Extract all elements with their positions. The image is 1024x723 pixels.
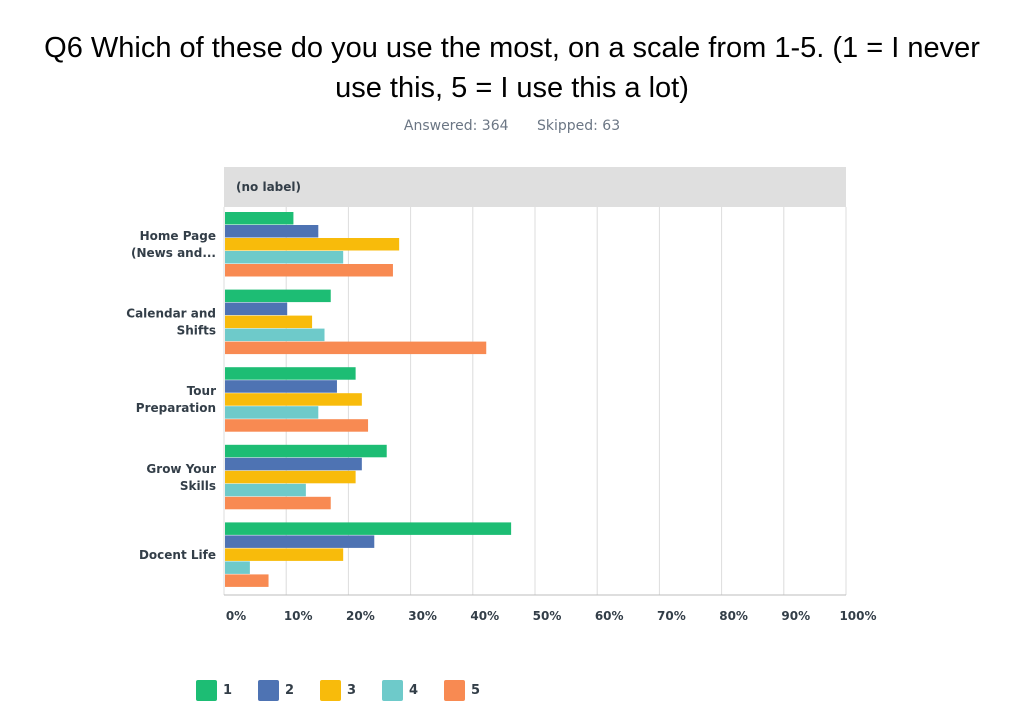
bar-series-3 <box>225 470 356 484</box>
category-label: Skills <box>180 479 216 493</box>
bar-series-1 <box>225 522 512 535</box>
skipped-count: Skipped: 63 <box>536 118 621 134</box>
legend-swatch <box>196 680 217 701</box>
bar-chart: (no label) 0% 10% 20% 30% 40% 50% 60% 70% 80% 90% 1… <box>126 167 877 623</box>
x-tick-label: 100% <box>839 609 876 623</box>
x-tick-label: 40% <box>470 609 499 623</box>
x-tick-label: 70% <box>657 609 686 623</box>
legend-item-5: 5 <box>444 680 506 701</box>
category-label: Docent Life <box>139 548 216 562</box>
question-title-line-2: use this, 5 = I use this a lot) <box>335 72 689 104</box>
category-label: (News and... <box>131 246 216 260</box>
bar-series-3 <box>225 548 344 561</box>
bar-series-5 <box>225 264 393 277</box>
legend-swatch <box>382 680 403 701</box>
legend-item-4: 4 <box>382 680 444 701</box>
x-tick-label: 80% <box>719 609 748 623</box>
bar-series-2 <box>225 457 362 471</box>
bar-series-4 <box>225 561 250 574</box>
x-tick-label: 20% <box>346 609 375 623</box>
legend-label: 1 <box>223 683 233 698</box>
x-tick-label: 10% <box>284 609 313 623</box>
x-tick-label: 30% <box>408 609 437 623</box>
legend-item-1: 1 <box>196 680 258 701</box>
bar-series-4 <box>225 406 319 419</box>
category-label: Tour <box>187 384 216 398</box>
chart-header-label: (no label) <box>236 180 301 194</box>
chart-legend: 1 2 3 4 5 <box>196 680 506 701</box>
answered-count: Answered: 364 <box>403 118 509 134</box>
legend-item-2: 2 <box>258 680 320 701</box>
category-label: Home Page <box>140 229 216 243</box>
bar-series-1 <box>225 212 294 225</box>
bar-series-4 <box>225 328 325 342</box>
bar-series-4 <box>225 251 344 264</box>
category-label: Grow Your <box>146 462 216 476</box>
legend-label: 3 <box>347 683 357 698</box>
chart-header-band <box>224 167 846 207</box>
bar-series-2 <box>225 535 375 548</box>
x-tick-label: 0% <box>226 609 246 623</box>
bar-series-4 <box>225 483 306 497</box>
bar-series-5 <box>225 496 331 510</box>
bar-series-1 <box>225 367 356 380</box>
bar-series-2 <box>225 302 288 316</box>
x-tick-label: 60% <box>595 609 624 623</box>
bar-series-3 <box>225 238 400 251</box>
legend-item-3: 3 <box>320 680 382 701</box>
legend-swatch <box>258 680 279 701</box>
response-stats: Answered: 364 Skipped: 63 <box>0 118 1024 134</box>
bar-series-1 <box>225 444 387 458</box>
legend-label: 4 <box>409 683 419 698</box>
bar-series-3 <box>225 393 362 406</box>
legend-label: 2 <box>285 683 295 698</box>
x-tick-label: 90% <box>781 609 810 623</box>
legend-swatch <box>320 680 341 701</box>
legend-swatch <box>444 680 465 701</box>
x-tick-label: 50% <box>533 609 562 623</box>
bar-series-3 <box>225 315 313 329</box>
bar-series-5 <box>225 419 369 432</box>
category-label: Preparation <box>136 401 216 415</box>
bar-series-5 <box>225 574 269 587</box>
question-title-line-1: Q6 Which of these do you use the most, o… <box>44 32 980 64</box>
bar-series-2 <box>225 380 337 393</box>
question-title: Q6 Which of these do you use the most, o… <box>0 28 1024 108</box>
legend-label: 5 <box>471 683 481 698</box>
bar-series-1 <box>225 289 331 303</box>
bar-series-5 <box>225 341 487 355</box>
bar-series-2 <box>225 225 319 238</box>
category-label: Shifts <box>177 324 216 338</box>
category-label: Calendar and <box>126 307 216 321</box>
